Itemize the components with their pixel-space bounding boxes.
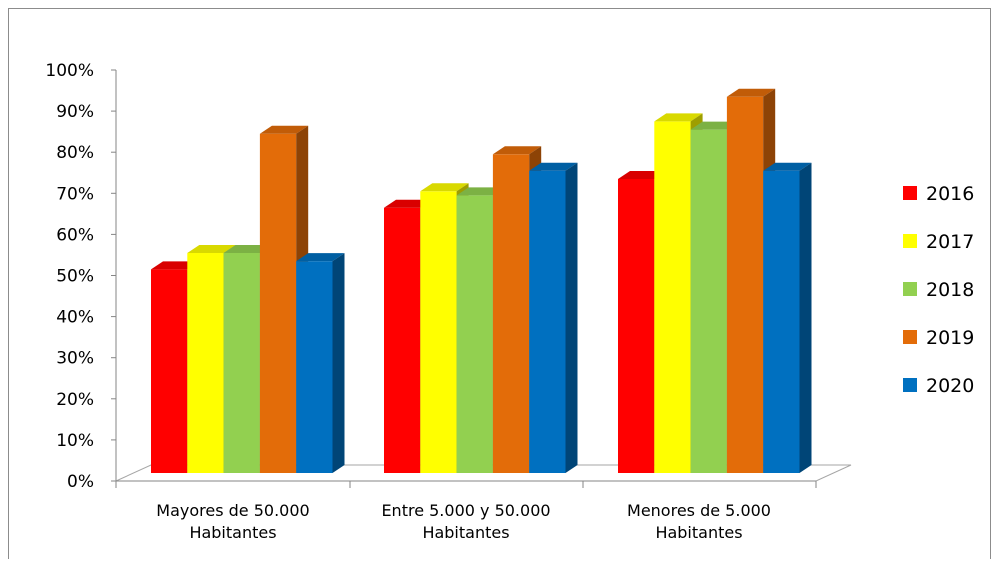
bar-front — [529, 170, 566, 473]
bar-top — [187, 244, 236, 253]
bar-top — [618, 170, 667, 179]
category-label: Entre 5.000 y 50.000 — [381, 501, 550, 520]
bar-top — [763, 162, 812, 171]
bar-front — [259, 133, 297, 473]
legend-label: 2018 — [926, 279, 974, 301]
bar-side — [799, 162, 812, 473]
y-tick-label: 20% — [56, 390, 94, 410]
bar-top — [456, 187, 505, 196]
y-tick-label: 60% — [56, 225, 94, 245]
bar-front — [763, 170, 800, 473]
legend-label: 2017 — [926, 231, 974, 253]
bar-side — [565, 162, 578, 473]
y-tick-label: 50% — [56, 267, 94, 287]
bar-top — [384, 199, 433, 208]
bar-front — [690, 129, 727, 473]
bar-top — [492, 146, 542, 155]
legend-label: 2020 — [926, 375, 974, 397]
legend-swatch — [903, 282, 917, 296]
bar-top — [420, 183, 469, 192]
legend-swatch — [903, 330, 917, 344]
bar-front — [420, 191, 457, 474]
bar-front — [492, 154, 530, 473]
bar-top — [654, 113, 703, 122]
bar-front — [618, 178, 655, 473]
bar-front — [151, 269, 188, 473]
bar-top — [726, 88, 776, 97]
legend-swatch — [903, 186, 917, 200]
y-tick-label: 30% — [56, 349, 94, 369]
chart-legend: 2016 2017 2018 2019 2020 — [903, 183, 974, 397]
bar — [763, 162, 812, 473]
y-tick-label: 10% — [56, 431, 94, 451]
bar — [529, 162, 578, 473]
bar-side — [332, 253, 345, 473]
y-tick-label: 90% — [56, 102, 94, 122]
y-tick-label: 0% — [67, 472, 94, 492]
category-label: Habitantes — [655, 523, 742, 542]
y-tick-label: 70% — [56, 184, 94, 204]
bar-top — [259, 125, 309, 134]
bar-top — [151, 261, 200, 270]
y-tick-label: 80% — [56, 143, 94, 163]
bar-front — [296, 261, 333, 473]
category-label: Mayores de 50.000 — [156, 501, 309, 520]
bar-front — [654, 121, 691, 474]
bar-top — [529, 162, 578, 171]
y-tick-label: 40% — [56, 308, 94, 328]
bar-top — [690, 121, 739, 130]
bar-top — [296, 253, 345, 262]
legend-swatch — [903, 234, 917, 248]
bar-front — [187, 252, 224, 473]
legend-label: 2019 — [926, 327, 974, 349]
chart-bars — [151, 88, 812, 474]
bar-front — [223, 252, 260, 473]
bar-top — [223, 244, 272, 253]
legend-swatch — [903, 378, 917, 392]
bar — [296, 253, 345, 473]
y-tick-label: 100% — [45, 61, 94, 81]
bar-front — [456, 195, 493, 473]
bar-front — [384, 207, 421, 474]
legend-label: 2016 — [926, 183, 974, 205]
bar-front — [726, 96, 764, 474]
category-label: Habitantes — [189, 523, 276, 542]
category-label: Habitantes — [422, 523, 509, 542]
category-label: Menores de 5.000 — [627, 501, 771, 520]
